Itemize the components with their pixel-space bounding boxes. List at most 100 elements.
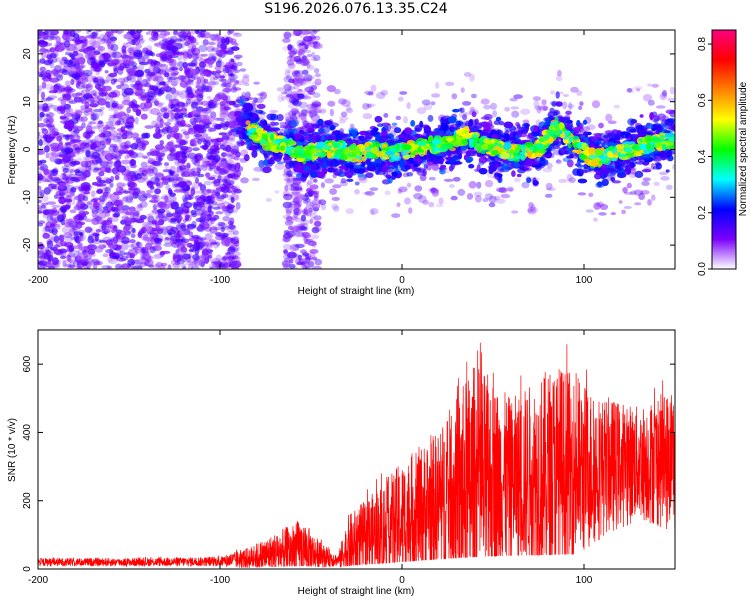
spectrogram-cell [579, 126, 584, 133]
spectrogram-cell [555, 101, 563, 107]
spectrogram-cell [204, 84, 215, 89]
spectrogram-cell [488, 195, 497, 204]
spectrogram-cell [329, 108, 334, 117]
spectrogram-cell [85, 125, 93, 132]
spectrogram-cell [179, 230, 188, 236]
spectrogram-cell [206, 199, 214, 205]
spectrogram-cell [77, 57, 86, 65]
spectrogram-cell [120, 205, 130, 211]
spectrogram-cell [157, 129, 164, 134]
spectrogram-cell [63, 39, 71, 48]
spectrogram-cell [70, 197, 76, 206]
spectrogram-cell [398, 186, 408, 193]
spectrogram-cell [200, 157, 211, 163]
spectrogram-cell [91, 209, 99, 215]
spectrogram-cell [129, 58, 135, 66]
spectrogram-cell [213, 167, 224, 175]
spectrogram-cell [188, 248, 195, 253]
spectrogram-cell [129, 78, 137, 83]
spectrogram-cell [173, 177, 179, 183]
spectrogram-cell [206, 45, 215, 53]
spectrogram-cell [49, 116, 54, 124]
spectrogram-cell [39, 66, 46, 72]
spectrogram-cell [90, 190, 96, 198]
spectrogram-cell [217, 174, 222, 182]
spectrogram-cell [145, 31, 151, 35]
spectrogram-cell [161, 50, 170, 58]
spectrogram-cell [84, 101, 90, 110]
spectrogram-cell [87, 97, 95, 102]
spectrogram-cell [550, 90, 556, 95]
spectrogram-cell [296, 73, 304, 78]
spectrogram-cell [63, 161, 70, 168]
spectrogram-cell [88, 107, 93, 113]
spectrogram-cell [262, 166, 272, 174]
spectrogram-cell [61, 208, 67, 213]
spectrogram-cell [93, 108, 103, 113]
spectrogram-cell [141, 83, 148, 87]
spectrogram-cell [572, 168, 581, 176]
spectrogram-cell [101, 186, 112, 192]
spectrogram-cell [116, 232, 126, 240]
spectrogram-cell [114, 58, 124, 67]
spectrogram-cell [293, 30, 301, 35]
spectrogram-cell [287, 45, 295, 52]
spectrogram-cell [193, 53, 204, 59]
spectrogram-cell [370, 84, 377, 92]
spectrogram-cell [120, 54, 130, 59]
spectrogram-cell [170, 66, 180, 72]
spectrogram-cell [149, 185, 155, 190]
spectrogram-cell [169, 192, 176, 197]
spectrogram-cell [73, 215, 79, 221]
spectrogram-cell [435, 203, 444, 208]
spectrogram-cell [118, 188, 127, 193]
spectrogram-cell [287, 67, 297, 75]
spectrogram-cell [466, 193, 474, 200]
spectrogram-cell [105, 221, 114, 230]
spectrogram-cell [588, 192, 594, 197]
spectrogram-cell [85, 149, 91, 158]
spectrogram-cell [140, 95, 149, 101]
spectrogram-cell [56, 191, 66, 197]
spectrogram-cell [154, 100, 160, 106]
spectrogram-cell [403, 116, 408, 124]
spectrogram-cell [258, 160, 265, 168]
spectrogram-cell [60, 255, 66, 260]
spectrogram-cell [222, 215, 231, 222]
spectrogram-cell [183, 86, 190, 90]
spectrogram-cell [141, 226, 147, 234]
spectrogram-cell [148, 36, 157, 42]
spectrogram-cell [90, 198, 98, 203]
spectrogram-cell [120, 256, 129, 261]
spectrogram-cell [38, 30, 44, 36]
spectrogram-cell [610, 212, 616, 216]
spectrogram-cell [150, 176, 160, 185]
spectrogram-cell [39, 159, 47, 164]
spectrogram-cell [288, 263, 296, 269]
spectrogram-cell [173, 189, 183, 193]
spectrogram-cell [118, 112, 127, 120]
spectrogram-cell [78, 215, 88, 220]
spectrogram-cell [63, 242, 74, 248]
spectrogram-cell [47, 34, 53, 39]
spectrogram-cell [229, 73, 235, 77]
spectrogram-cell [217, 58, 222, 63]
spectrogram-cell [285, 206, 290, 212]
spectrogram-cell [511, 170, 516, 178]
spectrogram-cell [229, 217, 235, 225]
spectrogram-cell [44, 83, 54, 90]
spectrogram-cell [74, 74, 80, 81]
spectrogram-cell [97, 180, 107, 184]
spectrogram-cell [151, 195, 158, 201]
spectrogram-cell [204, 242, 214, 247]
spectrogram-cell [132, 137, 143, 141]
spectrogram-cell [132, 246, 143, 251]
spectrogram-cell [123, 63, 130, 69]
spectrogram-cell [108, 251, 116, 257]
spectrogram-cell [50, 85, 57, 92]
spectrogram-cell [126, 31, 137, 35]
spectrogram-cell [556, 75, 563, 82]
spectrogram-cell [134, 249, 141, 254]
spectrogram-cell [281, 91, 288, 95]
spectrogram-cell [52, 57, 58, 63]
